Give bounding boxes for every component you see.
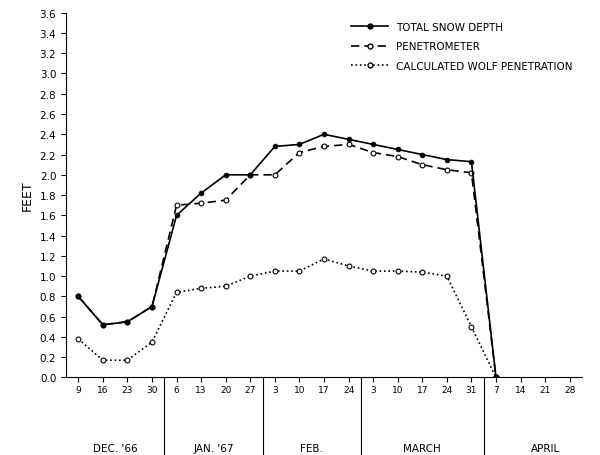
Text: MARCH: MARCH	[403, 443, 441, 453]
Text: APRIL: APRIL	[530, 443, 560, 453]
Y-axis label: FEET: FEET	[21, 180, 34, 211]
Text: JAN. '67: JAN. '67	[193, 443, 233, 453]
Legend: TOTAL SNOW DEPTH, PENETROMETER, CALCULATED WOLF PENETRATION: TOTAL SNOW DEPTH, PENETROMETER, CALCULAT…	[347, 19, 577, 76]
Text: FEB.: FEB.	[300, 443, 323, 453]
Text: DEC. '66: DEC. '66	[93, 443, 137, 453]
